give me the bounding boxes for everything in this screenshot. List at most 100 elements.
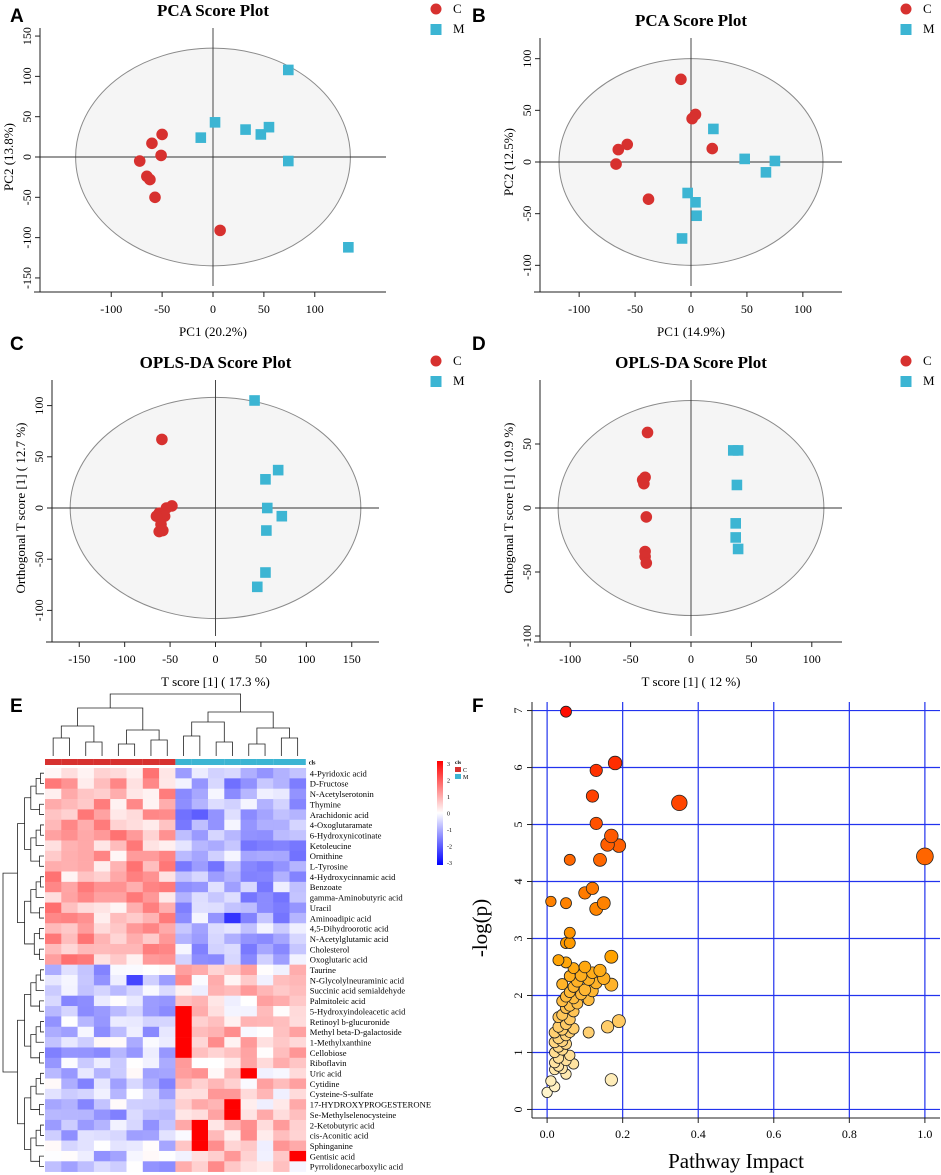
heatmap-cell [240,768,258,779]
heatmap-cell [126,861,144,872]
dendrogram-link [109,693,241,712]
heatmap-cell [110,788,127,800]
heatmap-cell [175,881,192,893]
row-label: Uracil [310,903,332,913]
dendrogram-link [30,1137,40,1162]
dendrogram-link [39,907,44,919]
heatmap-cell [175,871,192,883]
heatmap-cell [110,778,127,789]
heatmap-cell [224,778,241,789]
heatmap-cell [142,933,160,945]
heatmap-cell [240,1057,258,1069]
heatmap-cell [159,1130,176,1141]
heatmap-cell [126,840,144,852]
heatmap-cell [77,1088,95,1100]
y-tick-label: -100 [20,227,34,249]
heatmap-cell [159,902,176,914]
heatmap-cell [142,892,160,903]
heatmap-cell [191,912,209,924]
heatmap-cell [61,1057,78,1069]
y-tick-label: 50 [20,111,34,123]
heatmap-cell [289,1140,307,1152]
heatmap-cell [289,1078,307,1090]
heatmap-cell [191,881,209,893]
heatmap-cell [61,1047,78,1059]
heatmap-cell [289,799,307,810]
heatmap-cell [289,861,307,872]
heatmap-cell [175,933,192,945]
chart-title: OPLS-DA Score Plot [615,353,767,372]
x-tick-label: 100 [297,652,315,666]
heatmap-cell [240,902,258,914]
heatmap-cell [110,881,127,893]
heatmap-cell [273,923,290,934]
heatmap-cell [273,1119,290,1131]
y-tick-label: 5 [511,822,525,828]
heatmap-cell [77,1109,95,1121]
heatmap-cell [273,1099,290,1110]
dendrogram-link [30,1034,40,1059]
pathway-point [578,960,592,974]
legend-label-c: C [453,353,462,368]
dendrogram-link [24,1097,31,1151]
heatmap-cell [159,861,176,872]
x-tick-label: 50 [258,302,270,316]
heatmap-cell [61,799,78,810]
heatmap-cell [77,840,95,852]
heatmap-cell [126,902,144,914]
heatmap-cell [208,975,225,986]
heatmap-cell [175,840,192,852]
heatmap-cell [142,788,160,800]
y-tick-label: 150 [20,27,34,45]
heatmap-cell [45,861,62,872]
heatmap-cell [159,1150,176,1162]
heatmap-cell [191,1119,209,1131]
dendrogram-link [39,855,44,867]
heatmap-cell [93,788,111,800]
data-point-m [255,129,267,140]
heatmap-cell [77,1099,95,1110]
heatmap-cell [256,1026,274,1038]
row-label: cis-Aconitic acid [310,1131,369,1141]
heatmap-cell [61,819,78,831]
heatmap-cell [159,840,176,852]
heatmap-cell [208,768,225,779]
panel-letter: B [472,6,486,27]
row-label: N-Glycolylneuraminic acid [310,975,405,985]
heatmap-cell [175,850,192,862]
heatmap-cell [224,1088,241,1100]
heatmap-cell [93,819,111,831]
heatmap-cell [126,881,144,893]
heatmap-cell [61,1006,78,1017]
heatmap-cell [273,1037,290,1048]
heatmap-cell [240,964,258,976]
heatmap-cell [256,975,274,986]
y-tick-label: 4 [511,879,525,885]
heatmap-cell [77,809,95,821]
heatmap-cell [159,1078,176,1090]
heatmap-cell [77,1078,95,1090]
heatmap-cell [110,902,127,914]
dendrogram-link [17,823,25,924]
heatmap-cell [142,871,160,883]
dendrogram-link [248,743,266,756]
heatmap-cell [159,1161,176,1172]
heatmap-cell [224,861,241,872]
legend: CM [900,353,935,388]
y-tick-label: 0 [511,1106,525,1112]
heatmap-cell [224,954,241,965]
group-bar-cell [159,759,176,765]
heatmap-cell [224,985,241,996]
heatmap-cell [45,1150,62,1162]
heatmap-cell [273,975,290,986]
heatmap-cell [77,1150,95,1162]
x-axis-label: T score [1] ( 17.3 %) [161,674,270,689]
heatmap-cell [142,1088,160,1100]
data-point-c [610,158,622,170]
heatmap-cell [273,892,290,903]
heatmap-cell [289,902,307,914]
legend-swatch-c [430,3,442,15]
heatmap-cell [175,799,192,810]
heatmap-cell [142,840,160,852]
heatmap-cell [159,1057,176,1069]
